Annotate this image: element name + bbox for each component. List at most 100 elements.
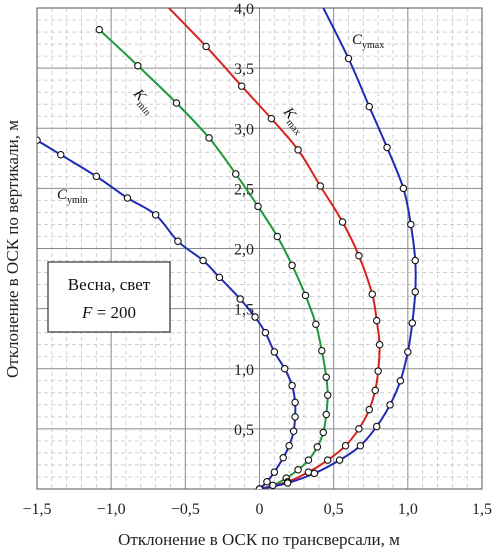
annotation-value: = 200 — [92, 303, 136, 322]
x-tick-label: −1,5 — [22, 501, 51, 518]
x-tick-label: −1,0 — [97, 501, 126, 518]
data-point — [202, 42, 210, 51]
annotation-line2: F = 200 — [81, 303, 136, 322]
data-point — [312, 320, 320, 329]
data-point — [205, 134, 213, 142]
data-point — [273, 232, 282, 241]
data-point — [404, 348, 412, 356]
data-point — [255, 485, 264, 489]
curve-label-main: C — [57, 187, 68, 203]
data-point — [310, 469, 319, 478]
annotation-var: F — [81, 303, 93, 322]
data-point — [288, 261, 296, 270]
curve-label-0: Cymin — [57, 187, 88, 206]
data-point — [92, 172, 101, 181]
data-point — [280, 364, 289, 373]
x-tick-label: 1,5 — [472, 501, 492, 518]
data-point — [304, 456, 313, 464]
data-point — [267, 114, 276, 123]
data-point — [254, 202, 262, 211]
data-point — [318, 346, 326, 355]
curve-label-subscript: ymin — [67, 195, 88, 206]
data-point — [322, 373, 330, 381]
data-point — [289, 427, 298, 436]
data-point — [270, 468, 279, 476]
data-point — [355, 425, 363, 433]
data-point — [344, 54, 353, 63]
data-point — [288, 381, 296, 390]
data-point — [283, 479, 292, 487]
data-point — [399, 184, 408, 193]
annotation-frame — [47, 261, 171, 333]
curve-label-main: C — [352, 32, 363, 48]
y-tick-labels: 0,5 1,0 1,5 2,0 2,5 3,0 3,5 4,0 — [234, 1, 254, 439]
series-line-0 — [37, 139, 297, 489]
data-point — [172, 99, 181, 107]
data-point — [383, 143, 391, 152]
data-point — [151, 211, 160, 219]
data-point — [199, 256, 207, 265]
data-point — [372, 422, 381, 431]
data-point — [317, 0, 323, 5]
y-tick-label: 2,5 — [234, 181, 254, 198]
data-point — [335, 456, 344, 464]
data-point — [323, 391, 332, 399]
data-point — [291, 398, 299, 407]
data-point — [304, 468, 313, 476]
data-point — [134, 61, 142, 70]
data-point — [279, 453, 287, 462]
data-point — [232, 170, 240, 178]
annotation-line1: Весна, свет — [68, 275, 151, 294]
data-point — [371, 386, 379, 395]
annotation-box: Весна, свет F = 200 — [47, 261, 171, 333]
data-point — [338, 218, 347, 226]
data-point — [56, 150, 65, 159]
x-tick-label: 0 — [256, 501, 264, 518]
data-point — [341, 441, 350, 450]
data-point — [174, 237, 182, 246]
y-tick-label: 4,0 — [234, 1, 254, 18]
data-point — [270, 348, 279, 356]
y-tick-label: 2,0 — [234, 242, 254, 259]
data-point — [316, 182, 325, 190]
y-tick-label: 0,5 — [234, 422, 254, 439]
data-point — [261, 328, 270, 337]
data-point — [263, 478, 271, 486]
data-point — [375, 340, 384, 349]
data-point — [251, 313, 259, 321]
y-tick-label: 3,5 — [234, 61, 254, 78]
curve-label-subscript: ymax — [362, 40, 384, 51]
data-point — [301, 291, 310, 300]
data-point — [411, 256, 419, 265]
x-tick-label: 1,0 — [398, 501, 418, 518]
data-point — [95, 25, 104, 34]
data-point — [407, 220, 415, 229]
data-point — [386, 401, 394, 409]
x-axis-title: Отклонение в ОСК по трансверсали, м — [118, 530, 400, 549]
data-point — [368, 290, 376, 298]
y-tick-label: 1,5 — [234, 302, 254, 319]
y-tick-label: 1,0 — [234, 362, 254, 379]
data-point — [365, 405, 374, 414]
data-point — [319, 428, 328, 437]
markers — [37, 0, 419, 489]
data-point — [215, 273, 224, 282]
data-point — [294, 146, 302, 154]
data-point — [408, 319, 417, 327]
curve-label-3: Cymax — [352, 32, 384, 51]
y-tick-label: 3,0 — [234, 121, 254, 138]
data-point — [269, 481, 277, 489]
data-point — [123, 194, 132, 202]
data-point — [291, 413, 299, 421]
data-point — [37, 136, 41, 145]
data-point — [356, 441, 365, 450]
data-point — [374, 367, 382, 375]
data-point — [236, 295, 244, 303]
data-point — [372, 316, 381, 325]
data-point — [322, 410, 330, 419]
x-tick-label: 0,5 — [324, 501, 344, 518]
x-tick-label: −0,5 — [171, 501, 200, 518]
data-point — [237, 82, 246, 90]
y-axis-title: Отклонение в ОСК по вертикали, м — [3, 120, 22, 378]
